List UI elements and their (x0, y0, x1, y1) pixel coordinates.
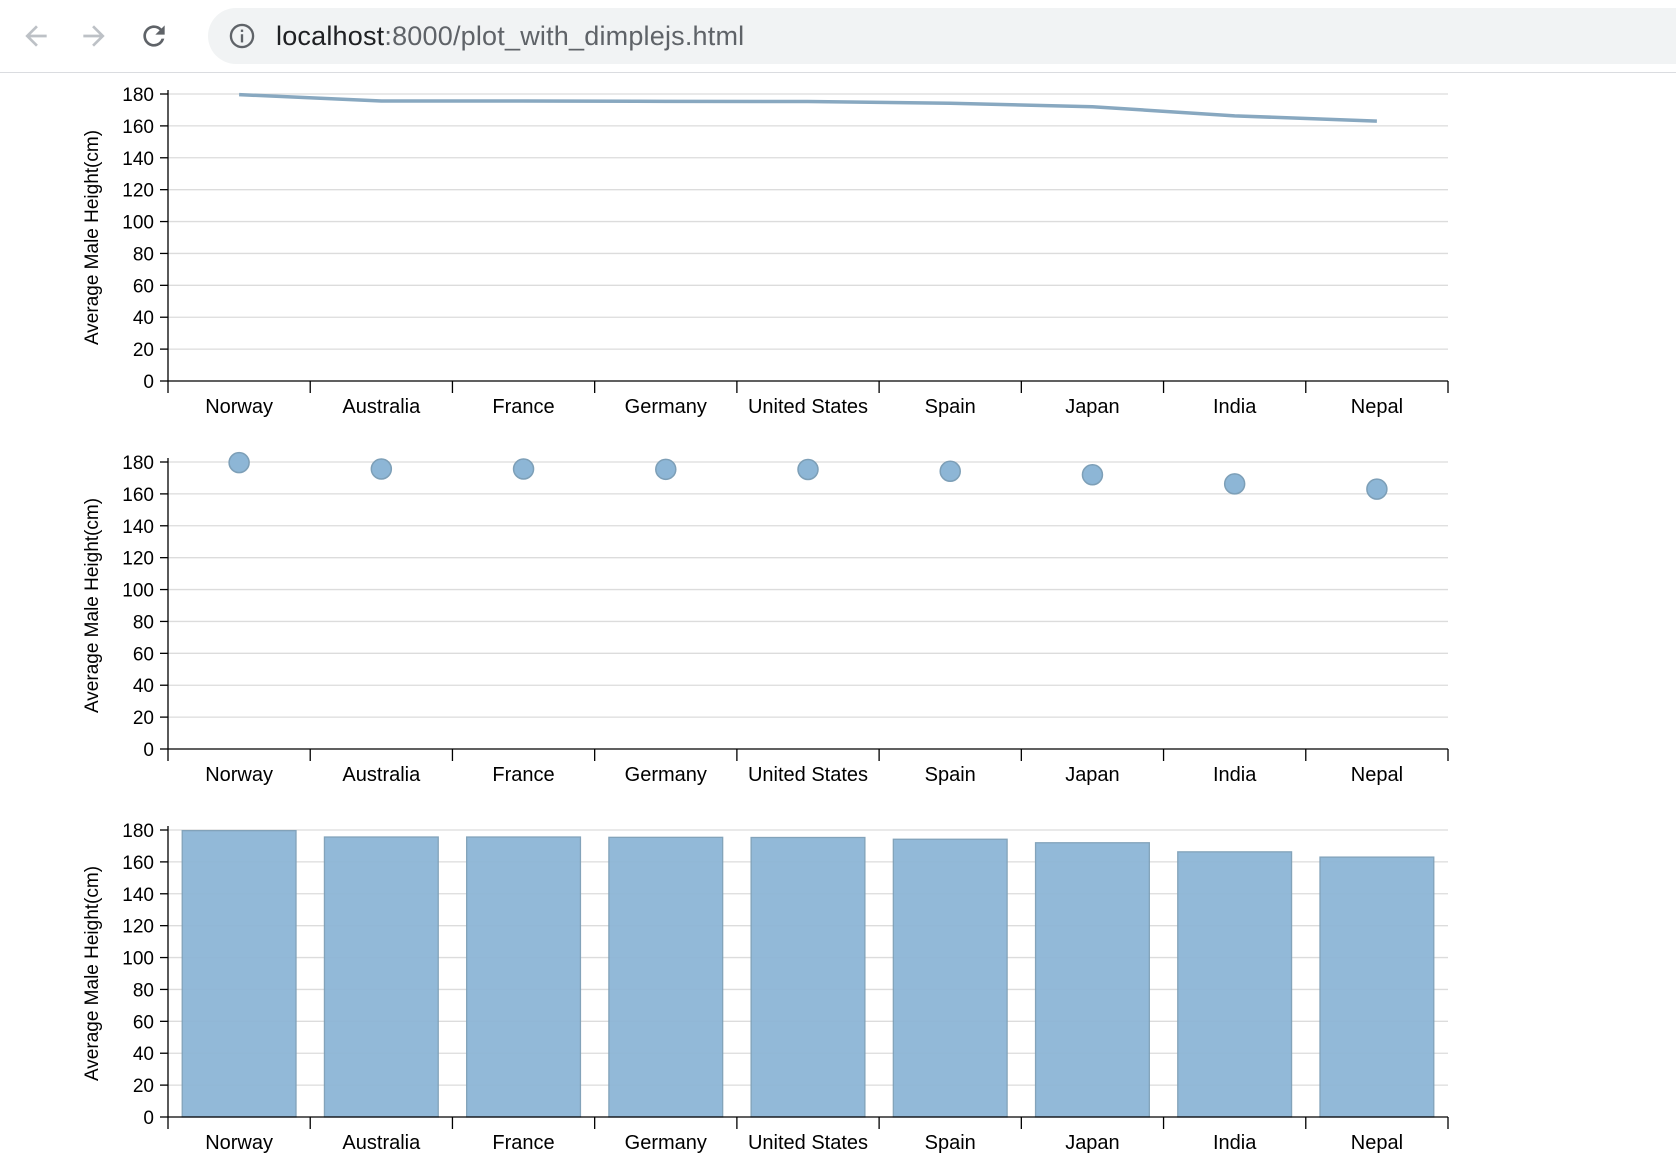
browser-toolbar: localhost:8000/plot_with_dimplejs.html (0, 0, 1676, 73)
bar-nepal (1319, 856, 1435, 1118)
y-tick-label: 80 (133, 244, 154, 265)
y-tick-label: 20 (133, 340, 154, 361)
chart-bar: 0 20 40 60 80 100 120 140 160 180 Average Male Hei… (82, 821, 1449, 1154)
point-norway (228, 451, 250, 474)
y-axis-label: Average Male Height(cm) (82, 498, 103, 713)
url-text[interactable]: localhost:8000/plot_with_dimplejs.html (276, 21, 745, 51)
x-tick-label: India (1213, 764, 1257, 786)
x-tick-label: France (492, 764, 554, 786)
x-tick-label: United States (748, 396, 868, 418)
x-tick-label: United States (748, 764, 868, 786)
y-tick-label: 180 (122, 453, 154, 474)
y-tick-label: 160 (122, 117, 154, 138)
bar-norway (181, 829, 297, 1118)
info-icon[interactable] (228, 22, 256, 50)
point-nepal (1366, 478, 1388, 500)
x-tick-label: United States (748, 1132, 868, 1154)
point-australia (370, 458, 393, 480)
y-tick-label: 100 (122, 581, 154, 602)
url-path: :8000/plot_with_dimplejs.html (384, 21, 745, 51)
reload-icon (143, 25, 165, 47)
series-line (239, 92, 1377, 123)
bar-australia (323, 836, 439, 1118)
y-tick-label: 180 (122, 85, 154, 106)
x-tick-label: Japan (1065, 1132, 1120, 1154)
point-united-states (797, 458, 819, 481)
y-tick-label: 120 (122, 549, 154, 570)
x-tick-label: Germany (625, 764, 707, 786)
y-tick-label: 120 (122, 917, 154, 938)
y-tick-label: 40 (133, 1044, 154, 1065)
x-tick-label: Spain (925, 764, 976, 786)
y-tick-label: 100 (122, 213, 154, 234)
x-tick-label: Norway (205, 1132, 273, 1154)
y-tick-label: 160 (122, 485, 154, 506)
x-tick-label: Germany (625, 1132, 707, 1154)
y-tick-label: 20 (133, 708, 154, 729)
y-tick-label: 60 (133, 276, 154, 297)
reload-button[interactable] (134, 16, 174, 56)
x-tick-label: India (1213, 1132, 1257, 1154)
bar-france (466, 836, 582, 1118)
x-tick-label: Spain (925, 1132, 976, 1154)
forward-button[interactable] (74, 16, 114, 56)
point-japan (1081, 464, 1104, 486)
y-tick-label: 80 (133, 980, 154, 1001)
bar-spain (892, 838, 1008, 1118)
bar-germany (608, 836, 724, 1118)
y-tick-label: 60 (133, 644, 154, 665)
x-tick-label: Spain (925, 396, 976, 418)
y-axis-label: Average Male Height(cm) (82, 866, 103, 1081)
x-tick-label: Australia (342, 764, 421, 786)
x-tick-label: France (492, 1132, 554, 1154)
url-host: localhost (276, 21, 385, 51)
x-tick-label: Nepal (1351, 1132, 1403, 1154)
forward-arrow-icon (83, 25, 105, 47)
x-tick-label: Australia (342, 1132, 421, 1154)
y-tick-label: 140 (122, 517, 154, 538)
x-tick-label: Australia (342, 396, 421, 418)
x-tick-label: India (1213, 396, 1257, 418)
y-tick-label: 0 (143, 740, 154, 761)
point-germany (655, 458, 677, 481)
x-tick-label: Japan (1065, 764, 1120, 786)
y-tick-label: 80 (133, 612, 154, 633)
y-tick-label: 0 (143, 372, 154, 393)
x-tick-label: Norway (205, 396, 273, 418)
x-tick-label: France (492, 396, 554, 418)
y-tick-label: 180 (122, 821, 154, 842)
y-tick-label: 20 (133, 1076, 154, 1097)
y-tick-label: 160 (122, 853, 154, 874)
y-tick-label: 120 (122, 181, 154, 202)
back-button[interactable] (16, 16, 56, 56)
y-tick-label: 140 (122, 885, 154, 906)
point-india (1223, 473, 1246, 495)
y-tick-label: 100 (122, 949, 154, 970)
y-tick-label: 40 (133, 308, 154, 329)
x-tick-label: Japan (1065, 396, 1120, 418)
y-tick-label: 60 (133, 1012, 154, 1033)
x-tick-label: Norway (205, 764, 273, 786)
chart-line: 0 20 40 60 80 100 120 140 160 180 Average Male Hei… (82, 85, 1449, 418)
back-arrow-icon (25, 25, 47, 47)
y-tick-label: 40 (133, 676, 154, 697)
point-france (512, 458, 535, 480)
y-axis-label: Average Male Height(cm) (82, 130, 103, 345)
y-tick-label: 0 (143, 1108, 154, 1129)
point-spain (939, 460, 961, 482)
bar-india (1177, 851, 1293, 1118)
y-tick-label: 140 (122, 149, 154, 170)
address-bar[interactable]: localhost:8000/plot_with_dimplejs.html (208, 8, 1676, 64)
bar-japan (1034, 842, 1150, 1118)
x-tick-label: Nepal (1351, 764, 1403, 786)
x-tick-label: Germany (625, 396, 707, 418)
x-tick-label: Nepal (1351, 396, 1403, 418)
chart-scatter: 0 20 40 60 80 100 120 140 160 180 Average Male Hei… (82, 451, 1449, 786)
bar-united-states (750, 836, 866, 1118)
